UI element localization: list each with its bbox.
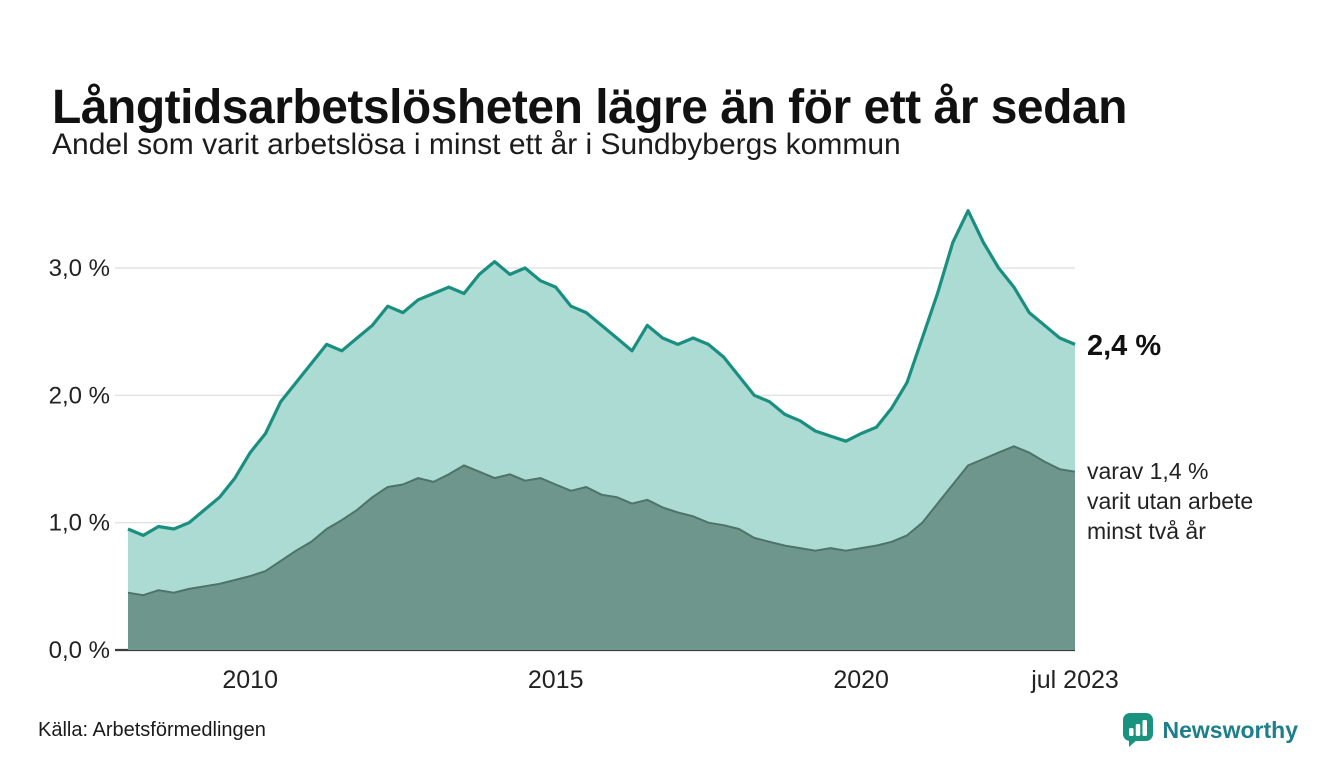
x-tick-label: jul 2023 (1030, 666, 1119, 694)
line-series-primary (127, 209, 1076, 537)
line-series-secondary (127, 445, 1076, 597)
y-tick-label: 1,0 % (49, 510, 110, 537)
secondary-series-label: varav 1,4 % varit utan arbete minst två … (1087, 458, 1254, 544)
x-tick-label: 2020 (833, 666, 889, 694)
x-tick-label: 2010 (222, 666, 278, 694)
chart-subtitle: Andel som varit arbetslösa i minst ett å… (52, 128, 901, 161)
newsworthy-icon (1122, 713, 1153, 747)
y-tick-label: 3,0 % (49, 255, 110, 282)
y-tick-label: 0,0 % (49, 637, 110, 664)
y-tick-label: 2,0 % (49, 382, 110, 409)
newsworthy-wordmark: Newsworthy (1162, 716, 1298, 743)
area-series-secondary (128, 446, 1075, 650)
x-tick-label: 2015 (528, 666, 584, 694)
source-label: Källa: Arbetsförmedlingen (38, 719, 266, 741)
latest-value-label: 2,4 % (1087, 330, 1162, 362)
newsworthy-logo: Newsworthy (1122, 712, 1298, 748)
chart-title: Långtidsarbetslösheten lägre än för ett … (52, 81, 1127, 135)
